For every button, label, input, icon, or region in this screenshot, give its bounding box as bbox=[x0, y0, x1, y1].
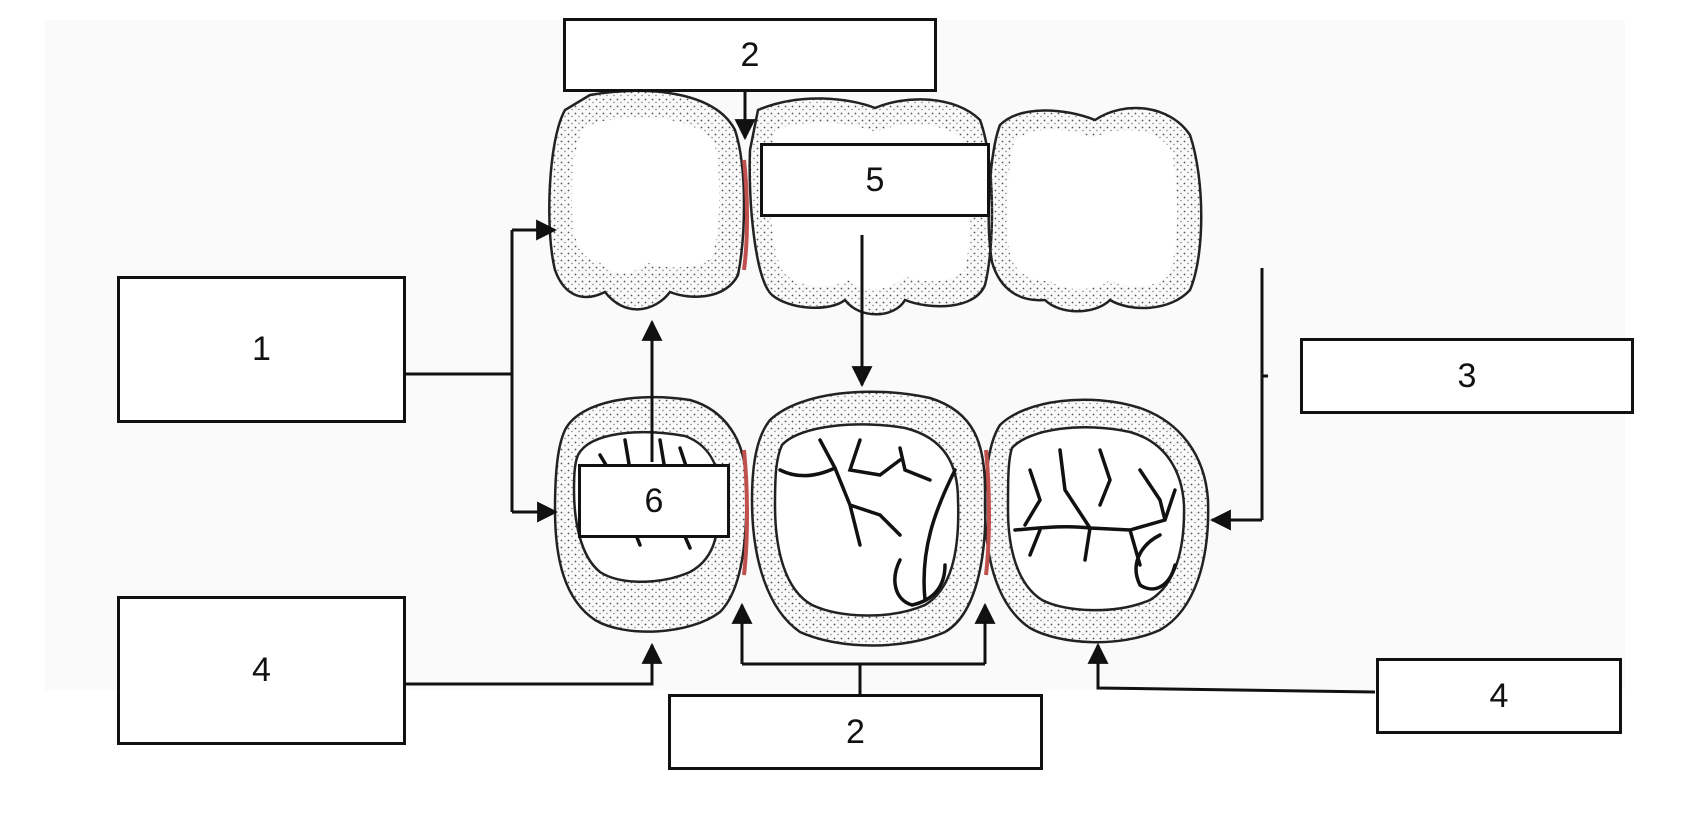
label-text: 3 bbox=[1457, 356, 1477, 395]
lower-contact-area-left bbox=[742, 449, 749, 576]
label-text: 4 bbox=[252, 651, 271, 689]
label-box-lower-premolar[interactable]: 6 bbox=[578, 464, 730, 538]
label-text: 4 bbox=[1489, 676, 1509, 715]
label-text: 1 bbox=[252, 330, 271, 368]
label-box-lower-right[interactable]: 4 bbox=[1376, 658, 1622, 734]
label-box-left-group[interactable]: 1 bbox=[117, 276, 406, 423]
lower-tooth-middle-occlusal bbox=[773, 423, 960, 617]
label-box-lower-contact[interactable]: 2 bbox=[668, 694, 1043, 770]
label-text: 5 bbox=[865, 160, 885, 199]
label-text: 2 bbox=[740, 35, 760, 74]
leader-lines bbox=[405, 92, 1376, 694]
label-box-lower-left[interactable]: 4 bbox=[117, 596, 406, 745]
lower-tooth-right-occlusal bbox=[1006, 426, 1186, 612]
label-box-upper-middle[interactable]: 5 bbox=[760, 143, 990, 217]
label-text: 2 bbox=[846, 712, 865, 751]
upper-contact-area bbox=[742, 159, 749, 271]
lower-contact-area-right bbox=[984, 449, 991, 576]
label-box-right-group[interactable]: 3 bbox=[1300, 338, 1634, 414]
label-box-top-contact[interactable]: 2 bbox=[563, 18, 937, 92]
label-text: 6 bbox=[644, 481, 664, 520]
